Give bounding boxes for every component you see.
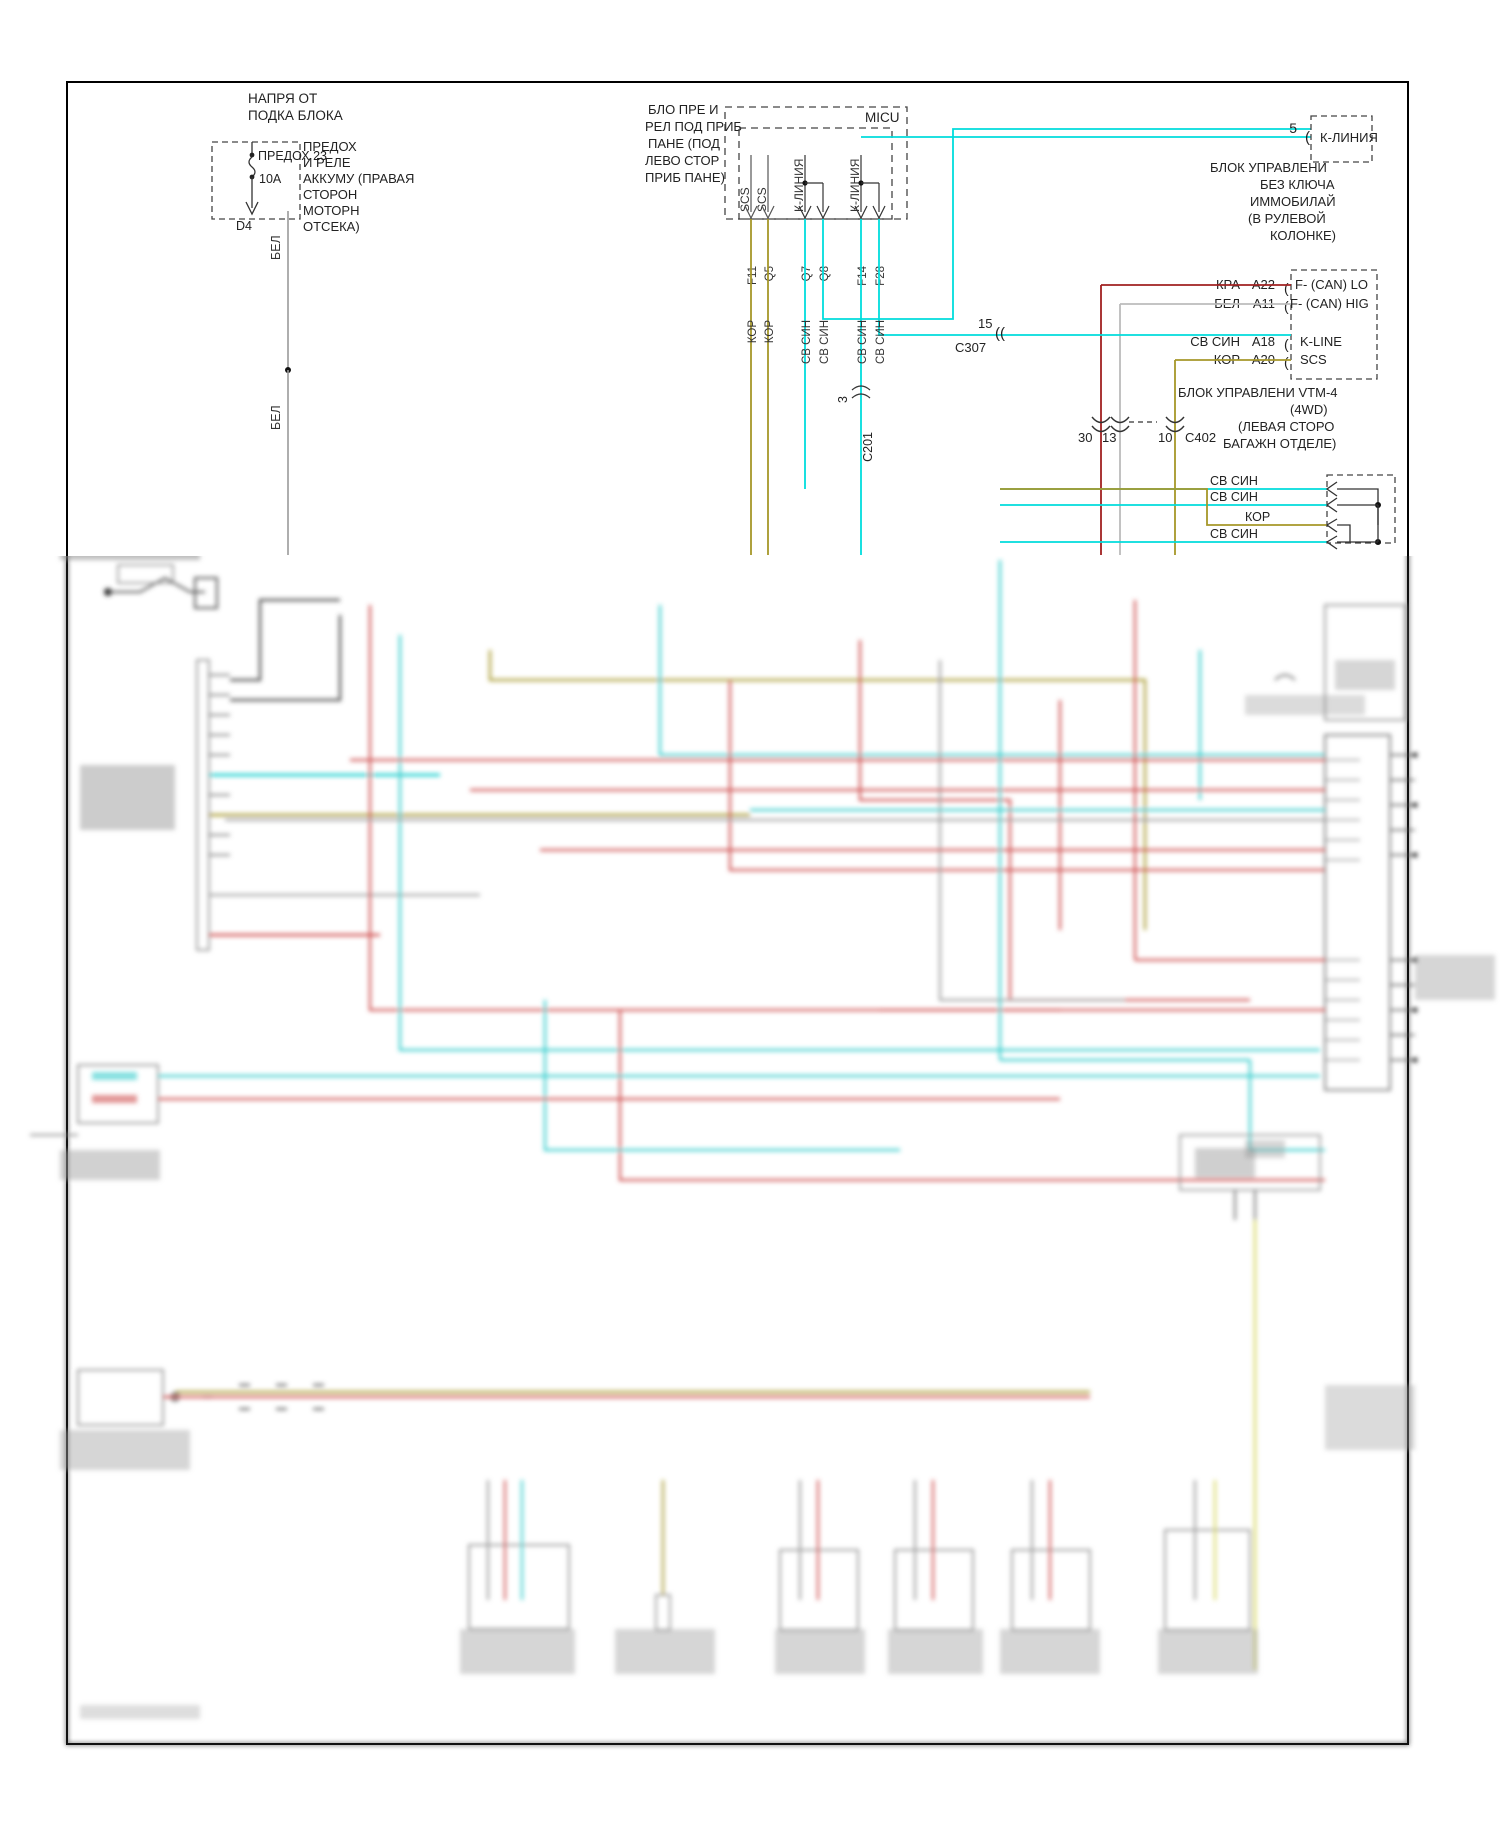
svg-text:F14: F14 — [857, 265, 869, 285]
svg-text:Q7: Q7 — [801, 266, 813, 281]
svg-text:АККУМУ (ПРАВАЯ: АККУМУ (ПРАВАЯ — [303, 171, 414, 186]
svg-text:ЛЕВО СТОР: ЛЕВО СТОР — [645, 153, 719, 168]
svg-text:СВ СИН: СВ СИН — [1210, 474, 1258, 488]
svg-text:ОТСЕКА): ОТСЕКА) — [303, 219, 360, 234]
svg-text:К-ЛИНИЯ: К-ЛИНИЯ — [1320, 130, 1378, 145]
svg-text:(ЛЕВАЯ СТОРО: (ЛЕВАЯ СТОРО — [1238, 419, 1334, 434]
svg-text:K-LINE: K-LINE — [1300, 334, 1342, 349]
svg-text:A18: A18 — [1252, 334, 1275, 349]
svg-text:ПАНЕ (ПОД: ПАНЕ (ПОД — [648, 136, 720, 151]
svg-text:СВ СИН: СВ СИН — [1190, 334, 1240, 349]
svg-text:C201: C201 — [861, 432, 875, 462]
svg-text:13: 13 — [1102, 430, 1116, 445]
svg-text:Q5: Q5 — [764, 266, 776, 281]
svg-text:ПОДКА БЛОКА: ПОДКА БЛОКА — [248, 108, 343, 123]
svg-text:СВ СИН: СВ СИН — [875, 320, 887, 364]
svg-text:SCS: SCS — [1300, 352, 1327, 367]
svg-text:15: 15 — [978, 316, 992, 331]
svg-text:C307: C307 — [955, 340, 986, 355]
svg-text:SCS: SCS — [738, 187, 752, 212]
svg-text:Q8: Q8 — [819, 266, 831, 281]
svg-text:ИММОБИЛАЙ: ИММОБИЛАЙ — [1250, 194, 1336, 209]
svg-text:ПРЕДОХ 23: ПРЕДОХ 23 — [258, 149, 327, 163]
svg-text:СВ СИН: СВ СИН — [801, 320, 813, 364]
svg-text:10: 10 — [1158, 430, 1172, 445]
svg-text:БЕЗ КЛЮЧА: БЕЗ КЛЮЧА — [1260, 177, 1335, 192]
svg-text:СВ СИН: СВ СИН — [1210, 490, 1258, 504]
svg-text:БЛОК УПРАВЛЕНИ: БЛОК УПРАВЛЕНИ — [1210, 160, 1327, 175]
svg-text:ПРИБ ПАНЕ): ПРИБ ПАНЕ) — [645, 170, 725, 185]
svg-text:(: ( — [1284, 336, 1289, 352]
svg-text:БЕЛ: БЕЛ — [269, 235, 283, 260]
svg-text:БЕЛ: БЕЛ — [269, 405, 283, 430]
svg-text:СВ СИН: СВ СИН — [857, 320, 869, 364]
svg-text:C402: C402 — [1185, 430, 1216, 445]
svg-text:F11: F11 — [747, 266, 759, 285]
svg-text:D4: D4 — [236, 219, 252, 233]
svg-text:КОР: КОР — [764, 320, 776, 344]
svg-text:30: 30 — [1078, 430, 1092, 445]
svg-text:(: ( — [1284, 280, 1289, 296]
svg-text:КОР: КОР — [1245, 510, 1270, 524]
svg-text:(: ( — [1284, 298, 1289, 314]
svg-text:((: (( — [995, 325, 1005, 342]
svg-text:(В РУЛЕВОЙ: (В РУЛЕВОЙ — [1248, 211, 1326, 226]
svg-text:5: 5 — [1289, 120, 1297, 136]
svg-text:СТОРОН: СТОРОН — [303, 187, 357, 202]
svg-text:БЛО ПРЕ И: БЛО ПРЕ И — [648, 102, 718, 117]
svg-text:СВ СИН: СВ СИН — [819, 320, 831, 364]
svg-text:F- (CAN) HIG: F- (CAN) HIG — [1290, 296, 1369, 311]
svg-text:F28: F28 — [875, 266, 887, 286]
svg-text:МОТОРН: МОТОРН — [303, 203, 359, 218]
svg-text:(: ( — [1284, 354, 1289, 370]
svg-text:КОЛОНКЕ): КОЛОНКЕ) — [1270, 228, 1336, 243]
svg-text:РЕЛ ПОД ПРИБ: РЕЛ ПОД ПРИБ — [645, 119, 742, 134]
svg-text:10A: 10A — [259, 172, 282, 186]
svg-text:(: ( — [1305, 129, 1310, 146]
svg-text:MICU: MICU — [865, 110, 900, 125]
svg-text:БАГАЖН ОТДЕЛЕ): БАГАЖН ОТДЕЛЕ) — [1223, 436, 1336, 451]
svg-text:НАПРЯ ОТ: НАПРЯ ОТ — [248, 91, 317, 106]
svg-text:3: 3 — [836, 396, 850, 403]
svg-text:СВ СИН: СВ СИН — [1210, 527, 1258, 541]
svg-text:КОР: КОР — [747, 320, 759, 344]
svg-text:(4WD): (4WD) — [1290, 402, 1328, 417]
svg-text:SCS: SCS — [755, 187, 769, 212]
svg-text:БЛОК УПРАВЛЕНИ VTM-4: БЛОК УПРАВЛЕНИ VTM-4 — [1178, 385, 1338, 400]
svg-text:F- (CAN) LO: F- (CAN) LO — [1295, 277, 1368, 292]
